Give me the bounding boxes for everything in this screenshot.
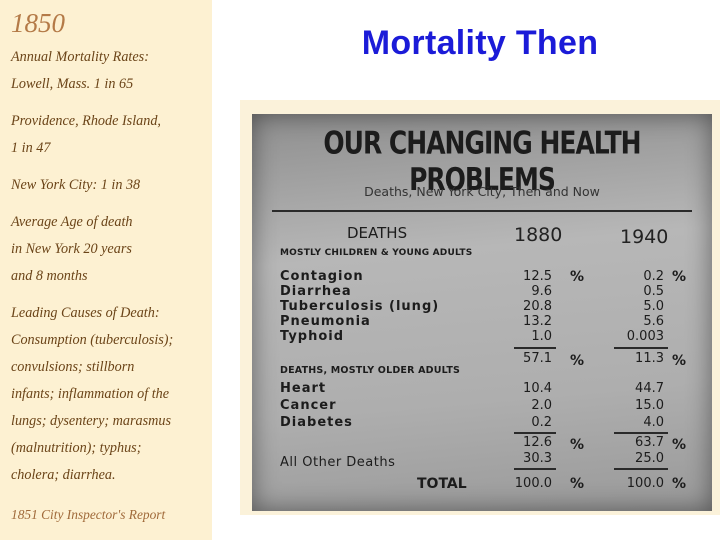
sidebar-line: Lowell, Mass. 1 in 65: [11, 76, 134, 92]
row-1880-value: 20.8: [523, 299, 552, 314]
placard-heading: OUR CHANGING HEALTH PROBLEMS: [323, 124, 641, 198]
row-1940-value: 44.7: [635, 381, 664, 396]
row-1940-value: 15.0: [635, 398, 664, 413]
group2-label: DEATHS, MOSTLY OLDER ADULTS: [280, 365, 461, 376]
percent-sign: %: [672, 476, 687, 492]
row-1940-value: 0.5: [643, 284, 664, 299]
sum-rule: [514, 432, 556, 434]
sidebar-line: (malnutrition); typhus;: [11, 440, 142, 456]
row-name: Heart: [280, 381, 327, 396]
row-1880-value: 10.4: [523, 381, 552, 396]
col-1940-header: 1940: [620, 226, 669, 248]
other-deaths-label: All Other Deaths: [280, 455, 396, 470]
row-1940-value: 0.2: [643, 269, 664, 284]
other-1880: 30.3: [523, 451, 552, 466]
sidebar-line: lungs; dysentery; marasmus: [11, 413, 171, 429]
row-1940-value: 4.0: [643, 415, 664, 430]
sidebar-line: infants; inflammation of the: [11, 386, 170, 402]
sidebar-line: Consumption (tuberculosis);: [11, 332, 174, 348]
row-name: Diabetes: [280, 415, 353, 430]
percent-sign: %: [672, 437, 687, 453]
percent-sign: %: [570, 437, 585, 453]
sum-rule: [614, 347, 668, 349]
total-1880: 100.0: [514, 476, 552, 491]
sidebar-line: in New York 20 years: [11, 241, 132, 257]
group1-label: MOSTLY CHILDREN & YOUNG ADULTS: [280, 248, 473, 258]
sidebar-line: Leading Causes of Death:: [11, 305, 160, 321]
percent-sign: %: [672, 353, 687, 369]
sidebar-panel: 1850 Annual Mortality Rates: Lowell, Mas…: [0, 0, 212, 540]
sidebar-line: and 8 months: [11, 268, 88, 284]
sidebar-line: convulsions; stillborn: [11, 359, 135, 375]
group1-total-1940: 11.3: [635, 351, 664, 366]
row-1880-value: 9.6: [531, 284, 552, 299]
row-name: Tuberculosis (lung): [280, 299, 440, 314]
col-1880-header: 1880: [514, 224, 563, 246]
row-1940-value: 5.0: [643, 299, 664, 314]
sidebar-line: Average Age of death: [11, 214, 133, 230]
sidebar-line: New York City: 1 in 38: [11, 177, 141, 193]
row-name: Pneumonia: [280, 314, 371, 329]
group1-total-1880: 57.1: [523, 351, 552, 366]
row-1880-value: 12.5: [523, 269, 552, 284]
sum-rule: [614, 432, 668, 434]
sum-rule: [614, 468, 668, 470]
row-1880-value: 13.2: [523, 314, 552, 329]
row-1880-value: 0.2: [531, 415, 552, 430]
placard-photo: OUR CHANGING HEALTH PROBLEMS Deaths, New…: [240, 100, 720, 515]
sum-rule: [514, 347, 556, 349]
row-1880-value: 2.0: [531, 398, 552, 413]
sum-rule: [514, 468, 556, 470]
sidebar-line: Providence, Rhode Island,: [11, 113, 161, 129]
group2-total-1880: 12.6: [523, 435, 552, 450]
sidebar-line: 1 in 47: [11, 140, 51, 156]
group2-total-1940: 63.7: [635, 435, 664, 450]
other-1940: 25.0: [635, 451, 664, 466]
percent-sign: %: [570, 476, 585, 492]
sidebar-line: cholera; diarrhea.: [11, 467, 116, 483]
sidebar-year: 1850: [11, 8, 65, 38]
total-1940: 100.0: [626, 476, 664, 491]
row-name: Cancer: [280, 398, 337, 413]
row-name: Contagion: [280, 269, 364, 284]
row-name: Diarrhea: [280, 284, 352, 299]
sidebar-source: 1851 City Inspector's Report: [11, 507, 166, 522]
row-name: Typhoid: [280, 329, 345, 344]
row-1940-value: 0.003: [626, 329, 664, 344]
placard-board: OUR CHANGING HEALTH PROBLEMS Deaths, New…: [252, 114, 712, 511]
deaths-label: DEATHS: [347, 224, 408, 242]
divider: [272, 210, 692, 212]
percent-sign: %: [570, 353, 585, 369]
placard-subheading: Deaths, New York City, Then and Now: [364, 184, 600, 199]
total-label: TOTAL: [417, 476, 467, 492]
slide-title: Mortality Then: [361, 24, 599, 62]
sidebar-line: Annual Mortality Rates:: [11, 49, 149, 65]
percent-sign: %: [672, 269, 687, 285]
row-1880-value: 1.0: [531, 329, 552, 344]
percent-sign: %: [570, 269, 585, 285]
row-1940-value: 5.6: [643, 314, 664, 329]
